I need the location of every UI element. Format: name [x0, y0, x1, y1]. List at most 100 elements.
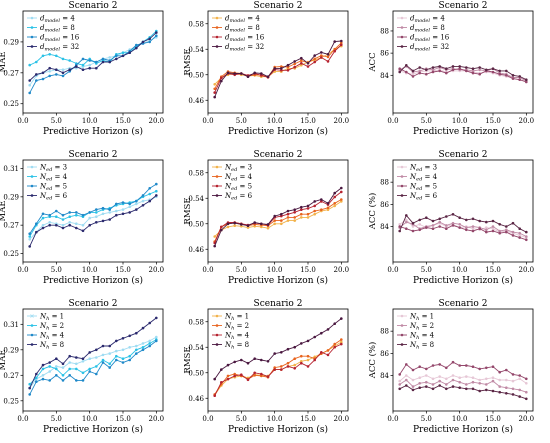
data-point [445, 387, 448, 391]
data-point [148, 321, 151, 325]
data-point [340, 338, 343, 341]
data-point [320, 56, 323, 59]
legend-marker [215, 45, 219, 48]
data-point [280, 67, 283, 70]
x-tick-label: 0.0 [387, 415, 398, 423]
data-point [498, 231, 502, 235]
data-point [280, 212, 283, 216]
data-point [128, 358, 131, 362]
legend-entry: dmodel = 32 [225, 43, 264, 53]
y-tick-label: 0.58 [188, 318, 204, 326]
y-tick-label: 0.25 [3, 100, 19, 108]
data-point [465, 375, 468, 378]
data-point [155, 316, 158, 320]
data-point [121, 348, 125, 352]
data-point [505, 74, 508, 77]
data-point [61, 71, 65, 75]
data-point [226, 374, 230, 378]
data-point [68, 59, 71, 62]
data-point [148, 37, 151, 41]
data-point [95, 211, 98, 214]
legend-marker [215, 184, 219, 188]
x-tick-label: 10.0 [452, 117, 468, 125]
data-point [41, 216, 45, 220]
data-point [340, 340, 343, 344]
data-point [438, 69, 442, 73]
x-tick-label: 15.0 [115, 415, 131, 423]
data-point [81, 68, 85, 71]
data-point [491, 67, 495, 70]
data-point [491, 389, 495, 393]
data-point [405, 70, 408, 74]
data-point [155, 34, 158, 37]
legend-entry: dmodel = 8 [40, 24, 75, 34]
chart-title: Scenario 2 [439, 1, 488, 11]
legend: Nh = 1Nh = 2Nh = 4Nh = 8 [27, 313, 65, 351]
y-tick-label: 0.29 [3, 346, 19, 354]
data-point [61, 379, 65, 382]
data-point [233, 374, 236, 378]
chart-title: Scenario 2 [69, 299, 118, 309]
data-point [525, 235, 528, 238]
data-point [518, 236, 521, 239]
legend-marker [215, 194, 219, 197]
y-axis-label: RMSE [183, 48, 193, 75]
x-tick-label: 10.0 [82, 415, 98, 423]
data-point [471, 71, 475, 75]
legend-marker [400, 45, 404, 48]
y-tick-label: 0.27 [3, 372, 19, 380]
data-point [326, 202, 330, 205]
data-point [340, 190, 343, 194]
y-tick-label: 86 [380, 50, 389, 58]
data-point [491, 227, 495, 230]
data-point [525, 390, 528, 394]
data-point [273, 214, 277, 218]
data-point [458, 67, 462, 70]
y-tick-label: 0.54 [188, 344, 204, 352]
data-point [88, 367, 91, 371]
data-point [135, 352, 138, 355]
x-tick-label: 5.0 [421, 266, 432, 274]
data-point [141, 199, 145, 203]
data-point [498, 72, 502, 76]
y-axis-label: ACC (%) [367, 342, 378, 380]
data-point [326, 349, 330, 352]
legend-entry: Nh = 1 [409, 313, 434, 323]
data-point [293, 60, 297, 63]
data-point [498, 390, 502, 394]
x-tick-label: 10.0 [452, 266, 468, 274]
data-point [431, 377, 435, 381]
data-point [431, 383, 435, 386]
y-tick-label: 0.50 [188, 71, 204, 79]
data-point [300, 59, 303, 62]
legend-marker [30, 165, 34, 169]
legend-entry: Ned = 3 [39, 164, 67, 174]
legend-marker [30, 343, 34, 346]
data-point [55, 367, 58, 371]
data-point [266, 75, 270, 78]
x-tick-label: 0.0 [202, 117, 213, 125]
x-tick-label: 15.0 [115, 117, 131, 125]
data-point [128, 202, 131, 206]
legend-marker [400, 324, 404, 327]
y-axis-label: RMSE [183, 346, 193, 373]
data-point [405, 384, 408, 387]
legend-entry: dmodel = 4 [225, 15, 260, 25]
data-point [68, 221, 71, 224]
data-point [28, 245, 32, 248]
data-point [128, 211, 131, 214]
data-point [518, 388, 521, 392]
chart-panel: Scenario 2 0.0 5.0 10.0 15.0 20.0 84 86 88 Predic… [368, 1, 534, 137]
x-tick-label: 20.0 [149, 415, 165, 423]
legend-entry: Nh = 4 [409, 332, 435, 342]
legend-entry: Nh = 1 [224, 313, 249, 323]
data-point [425, 226, 428, 229]
data-point [28, 232, 32, 235]
data-point [61, 218, 65, 221]
plot-frame [392, 10, 534, 114]
data-point [61, 74, 65, 78]
data-point [135, 208, 138, 211]
